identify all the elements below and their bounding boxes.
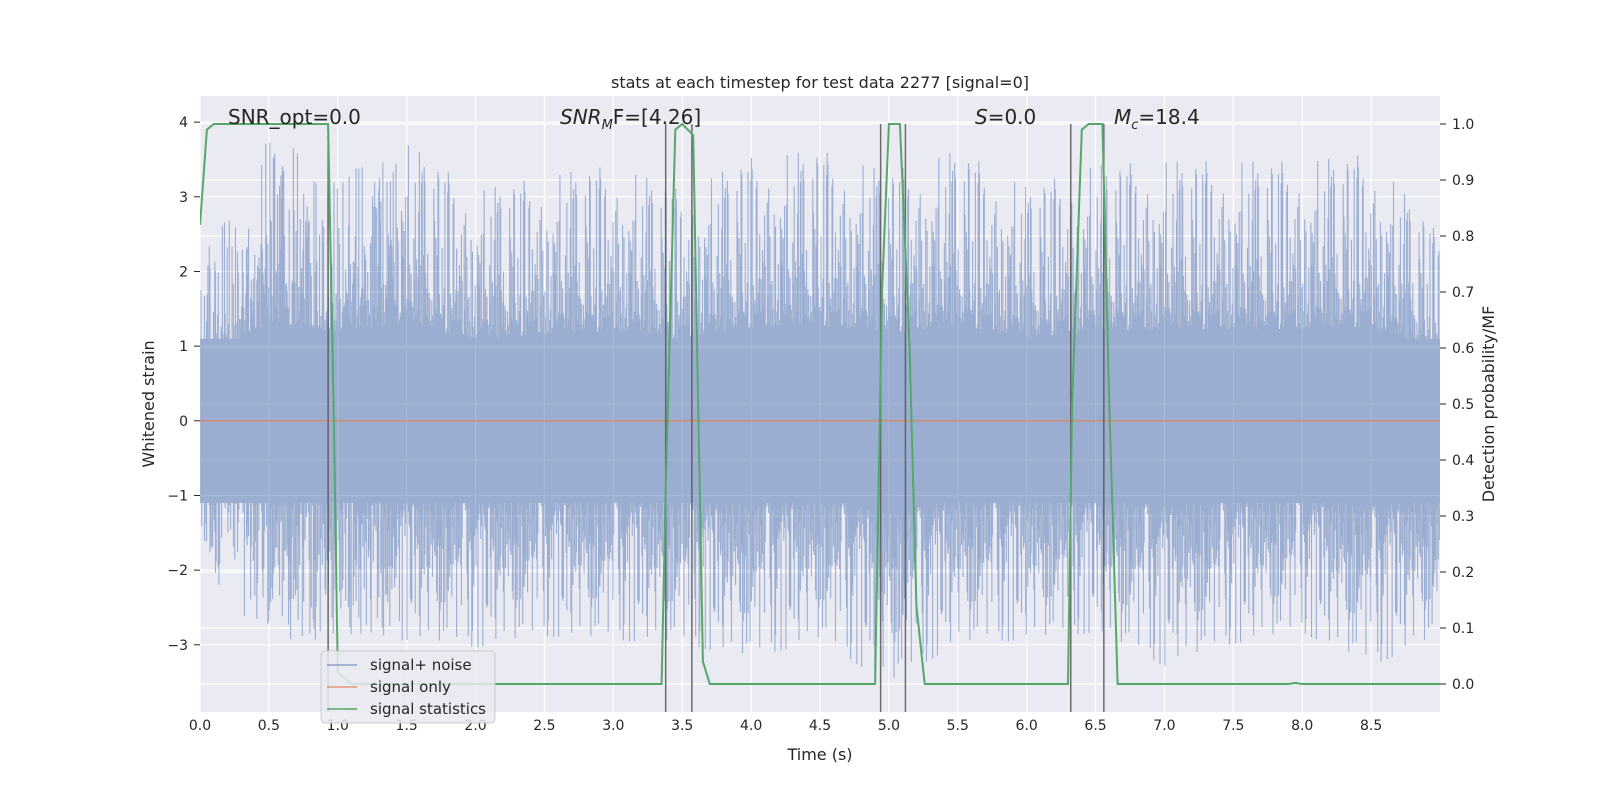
x-tick-label: 0.5 <box>258 718 280 734</box>
annotation-snr-mf-main: SNR <box>560 105 602 129</box>
legend-label-noise: signal+ noise <box>370 656 472 674</box>
x-tick-label: 6.0 <box>1016 718 1038 734</box>
x-tick-label: 7.0 <box>1153 718 1175 734</box>
annotation-snr-mf: SNRMF=[4.26] <box>560 105 701 133</box>
y-left-tick-label: 4 <box>179 115 188 131</box>
annotation-snr-opt: SNR_opt=0.0 <box>228 105 361 129</box>
annotation-mc-sub: c <box>1131 118 1138 133</box>
annotation-mc: Mc=18.4 <box>1114 105 1200 133</box>
x-tick-label: 4.0 <box>740 718 762 734</box>
y-left-tick-label: 0 <box>179 414 188 430</box>
legend: signal+ noise signal only signal statist… <box>320 650 496 724</box>
y-right-tick-label: 0.3 <box>1452 509 1474 525</box>
y-right-axis-ticks: 0.0 0.1 0.2 0.3 0.4 0.5 0.6 0.7 0.8 0.9 1.0 <box>1440 117 1474 693</box>
annotation-snr-mf-sub: M <box>602 118 613 133</box>
x-tick-label: 7.5 <box>1222 718 1244 734</box>
y-right-tick-label: 1.0 <box>1452 117 1474 133</box>
y-right-tick-label: 0.4 <box>1452 453 1474 469</box>
annotation-s-rest: =0.0 <box>988 105 1037 129</box>
y-right-tick-label: 0.0 <box>1452 677 1474 693</box>
y-left-tick-label: −2 <box>167 563 188 579</box>
x-tick-label: 6.5 <box>1084 718 1106 734</box>
y-left-tick-label: 3 <box>179 190 188 206</box>
y-left-axis-ticks: −3 −2 −1 0 1 2 3 4 <box>167 115 200 654</box>
y-right-tick-label: 0.8 <box>1452 229 1474 245</box>
y-left-tick-label: 1 <box>179 339 188 355</box>
x-tick-label: 8.0 <box>1291 718 1313 734</box>
y-right-tick-label: 0.9 <box>1452 173 1474 189</box>
chart-title: stats at each timestep for test data 227… <box>611 73 1029 92</box>
annotation-mc-main: M <box>1114 105 1131 129</box>
legend-box <box>320 650 496 724</box>
legend-label-signal: signal only <box>370 678 451 696</box>
x-tick-label: 3.5 <box>671 718 693 734</box>
x-axis-label: Time (s) <box>786 745 852 764</box>
y-left-axis-label: Whitened strain <box>139 340 158 467</box>
annotation-s: S=0.0 <box>975 105 1036 129</box>
x-tick-label: 2.5 <box>533 718 555 734</box>
x-tick-label: 5.5 <box>947 718 969 734</box>
x-tick-label: 0.0 <box>189 718 211 734</box>
annotation-mc-rest: =18.4 <box>1138 105 1199 129</box>
y-right-tick-label: 0.5 <box>1452 397 1474 413</box>
x-tick-label: 3.0 <box>602 718 624 734</box>
x-tick-label: 8.5 <box>1360 718 1382 734</box>
annotation-s-var: S <box>975 105 988 129</box>
y-right-tick-label: 0.2 <box>1452 565 1474 581</box>
y-right-tick-label: 0.6 <box>1452 341 1474 357</box>
y-left-tick-label: 2 <box>179 264 188 280</box>
y-left-tick-label: −1 <box>167 488 188 504</box>
signal-statistics-line <box>200 122 1440 685</box>
legend-label-stats: signal statistics <box>370 700 486 718</box>
x-tick-label: 4.5 <box>809 718 831 734</box>
y-right-tick-label: 0.7 <box>1452 285 1474 301</box>
y-right-axis-label: Detection probability/MF <box>1479 306 1498 503</box>
x-tick-label: 5.0 <box>878 718 900 734</box>
annotation-snr-mf-rest: F=[4.26] <box>613 105 701 129</box>
y-right-tick-label: 0.1 <box>1452 621 1474 637</box>
y-left-tick-label: −3 <box>167 638 188 654</box>
